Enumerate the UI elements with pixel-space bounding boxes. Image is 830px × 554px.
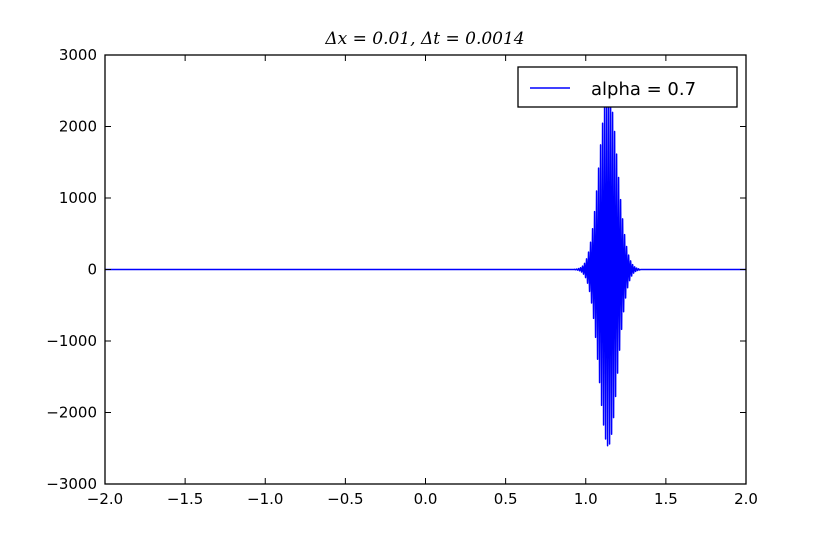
- x-tick-label: 0.0: [414, 490, 438, 508]
- x-tick-label: 2.0: [734, 490, 758, 508]
- legend: alpha = 0.7: [517, 66, 738, 108]
- y-tick-label: 0: [87, 261, 97, 279]
- y-tick-label: 3000: [59, 46, 97, 64]
- legend-box: [517, 66, 738, 108]
- series-line-0: [105, 92, 746, 447]
- x-tick-label: 1.0: [574, 490, 598, 508]
- plot-area: [105, 92, 746, 447]
- y-axis: −3000 −2000 −1000 0 1000 2000 3000: [46, 46, 746, 493]
- y-tick-label: −3000: [46, 475, 97, 493]
- legend-entry-alpha: alpha = 0.7: [591, 79, 696, 100]
- y-tick-label: 2000: [59, 118, 97, 136]
- x-tick-label: −0.5: [327, 490, 363, 508]
- y-tick-label: 1000: [59, 189, 97, 207]
- chart-title: Δx = 0.01, Δt = 0.0014: [324, 29, 524, 49]
- y-tick-label: −2000: [46, 404, 97, 422]
- x-tick-label: 1.5: [654, 490, 678, 508]
- x-tick-label: 0.5: [494, 490, 518, 508]
- y-tick-label: −1000: [46, 332, 97, 350]
- x-axis: −2.0 −1.5 −1.0 −0.5 0.0 0.5 1.0 1.5 2.0: [87, 55, 758, 508]
- x-tick-label: −1.5: [167, 490, 203, 508]
- x-tick-label: −1.0: [247, 490, 283, 508]
- x-tick-label: −2.0: [87, 490, 123, 508]
